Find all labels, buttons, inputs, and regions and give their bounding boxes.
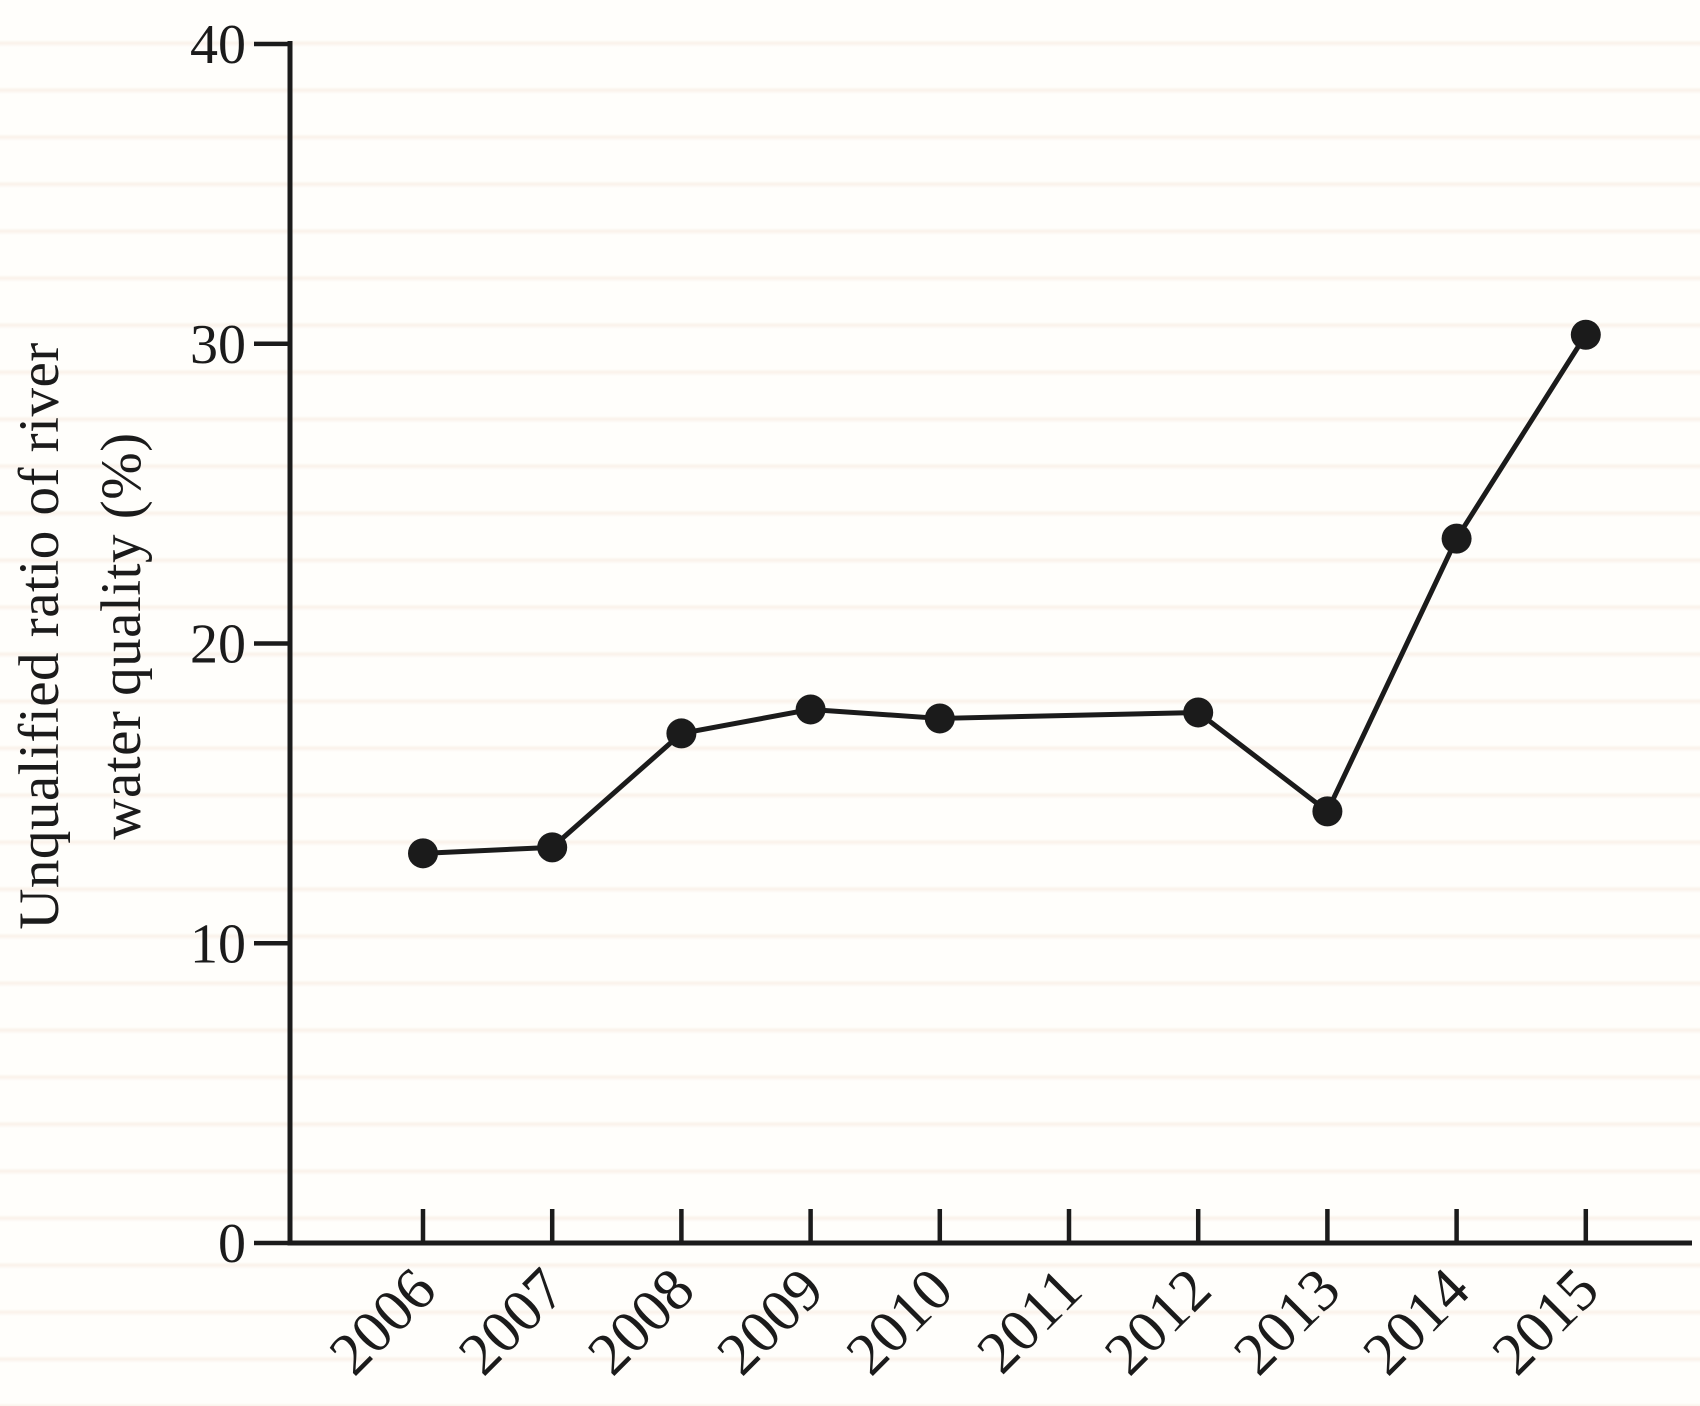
data-point (1183, 697, 1214, 728)
x-tick-label: 2011 (964, 1256, 1094, 1386)
data-line (420, 332, 1589, 856)
x-tick-label: 2009 (704, 1256, 836, 1388)
data-point (1312, 796, 1343, 827)
data-point (795, 694, 826, 725)
y-tick-label: 40 (190, 14, 246, 76)
data-point (1441, 523, 1472, 554)
y-axis-ticks (254, 41, 290, 1246)
data-point (1570, 319, 1601, 350)
data-point (924, 703, 955, 734)
x-tick-label: 2014 (1350, 1256, 1482, 1388)
x-tick-label: 2012 (1092, 1256, 1224, 1388)
x-axis-ticks (420, 1209, 1589, 1241)
x-tick-label: 2013 (1221, 1256, 1353, 1388)
data-point (666, 718, 697, 749)
y-tick-label: 0 (218, 1213, 246, 1275)
data-point (537, 832, 568, 863)
y-axis-tick-labels: 0 10 20 30 40 (190, 14, 246, 1275)
x-tick-label: 2015 (1479, 1256, 1611, 1388)
y-tick-label: 10 (190, 913, 246, 975)
y-axis-label-line-2: water quality (%) (90, 432, 153, 839)
x-tick-label: 2006 (317, 1256, 449, 1388)
y-tick-label: 20 (190, 614, 246, 676)
x-tick-label: 2010 (833, 1256, 965, 1388)
x-tick-label: 2008 (575, 1256, 707, 1388)
data-point-markers (408, 319, 1601, 869)
x-tick-label: 2007 (446, 1256, 578, 1388)
y-tick-label: 30 (190, 314, 246, 376)
y-axis-label-line-1: Unqualified ratio of river (8, 342, 71, 930)
data-point (408, 838, 438, 869)
